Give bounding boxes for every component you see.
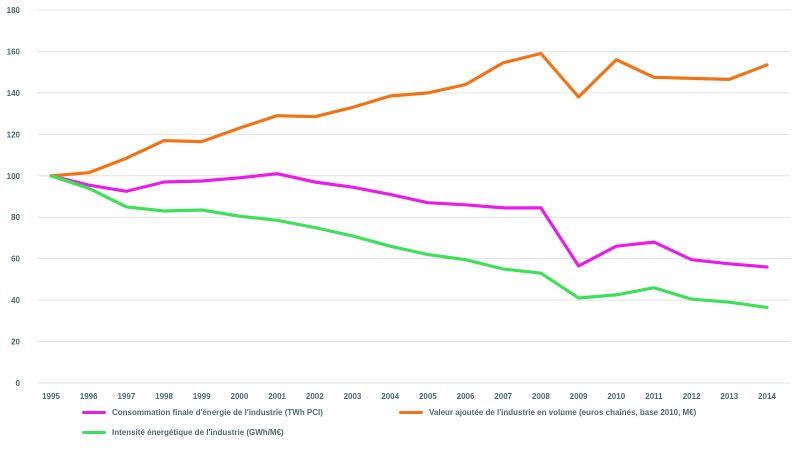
x-tick-label: 2011: [645, 392, 663, 401]
y-tick-label: 80: [11, 213, 20, 222]
series-line-2: [49, 174, 769, 309]
legend-item-consommation: Consommation finale d'énergie de l'indus…: [82, 408, 323, 417]
legend-label-consommation: Consommation finale d'énergie de l'indus…: [112, 408, 323, 417]
x-tick-label: 1995: [42, 392, 60, 401]
legend-label-valeur-ajoutee: Valeur ajoutée de l'industrie en volume …: [429, 408, 697, 417]
x-tick-label: 1996: [80, 392, 98, 401]
y-tick-label: 40: [11, 296, 20, 305]
x-tick-label: 2001: [268, 392, 286, 401]
y-tick-label: 120: [7, 130, 21, 139]
legend-item-valeur-ajoutee: Valeur ajoutée de l'industrie en volume …: [399, 408, 696, 417]
x-tick-label: 2006: [457, 392, 475, 401]
x-tick-label: 2004: [381, 392, 399, 401]
x-tick-label: 2013: [720, 392, 738, 401]
y-tick-label: 0: [16, 379, 21, 388]
series-lines: [49, 51, 769, 309]
y-tick-label: 20: [11, 338, 20, 347]
x-tick-labels: 1995 1996 1997 1998 1999 2000 2001 2002 2003 2004…: [42, 392, 776, 401]
x-tick-label: 1997: [117, 392, 135, 401]
y-tick-label: 60: [11, 255, 20, 264]
x-tick-label: 2003: [344, 392, 362, 401]
x-tick-label: 2014: [758, 392, 776, 401]
x-tick-label: 2012: [683, 392, 701, 401]
x-tick-label: 2008: [532, 392, 550, 401]
x-tick-label: 1998: [155, 392, 173, 401]
x-tick-label: 2005: [419, 392, 437, 401]
y-tick-label: 180: [7, 6, 21, 15]
series-line-1: [49, 51, 769, 178]
x-tick-label: 2007: [494, 392, 512, 401]
legend-label-intensite: Intensité énergétique de l'industrie (GW…: [112, 428, 284, 437]
x-tick-label: 2000: [231, 392, 249, 401]
x-tick-label: 2010: [607, 392, 625, 401]
x-tick-label: 2002: [306, 392, 324, 401]
legend-swatch-intensite: [82, 431, 106, 435]
grid-lines: [38, 9, 790, 384]
y-tick-labels: 0 20 40 60 80 100 120 140 160 180: [7, 6, 21, 388]
series-line-0: [49, 172, 769, 269]
legend-swatch-valeur-ajoutee: [399, 411, 423, 415]
y-tick-label: 100: [7, 172, 21, 181]
x-tick-label: 1999: [193, 392, 211, 401]
y-tick-label: 140: [7, 89, 21, 98]
x-tick-label: 2009: [570, 392, 588, 401]
legend-swatch-consommation: [82, 411, 106, 415]
legend-item-intensite: Intensité énergétique de l'industrie (GW…: [82, 428, 284, 437]
y-tick-label: 160: [7, 47, 21, 56]
